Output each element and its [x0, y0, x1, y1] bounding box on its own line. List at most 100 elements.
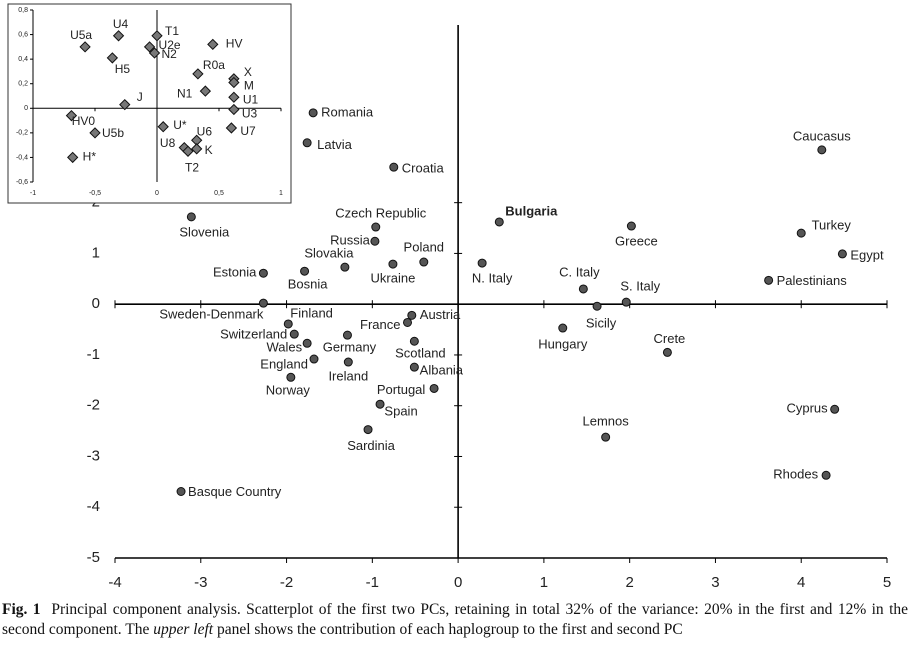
chart: -4-3-2-1012345-5-4-3-2-1012RomaniaLatvia… — [7, 3, 891, 591]
point — [363, 425, 373, 435]
inset-y-tick-label: 0,6 — [18, 31, 28, 38]
x-tick-label: -4 — [108, 574, 121, 591]
x-tick-label: -3 — [194, 574, 207, 591]
inset-point-label: U5a — [70, 28, 92, 42]
point-label: Albania — [420, 363, 464, 378]
point-label: Russia — [330, 233, 371, 248]
inset-point — [143, 41, 156, 53]
inset-point-label: K — [205, 143, 213, 157]
point-label: Ireland — [328, 368, 368, 383]
point-label: S. Italy — [620, 279, 660, 294]
inset-point-label: H5 — [115, 62, 131, 76]
x-tick-label: 4 — [797, 574, 805, 591]
point — [302, 138, 312, 148]
point — [764, 275, 774, 285]
point — [302, 338, 312, 348]
inset-point-label: X — [244, 65, 252, 79]
point-label: France — [360, 317, 400, 332]
inset-point-label: H* — [83, 150, 97, 164]
inset-point-label: U5b — [102, 126, 124, 140]
inset-point — [192, 68, 204, 80]
point — [340, 262, 350, 272]
inset-frame — [7, 3, 292, 204]
point — [662, 347, 672, 357]
inset-point-label: R0a — [203, 58, 225, 72]
y-tick-label: -2 — [87, 397, 100, 414]
inset-y-tick-label: -0,6 — [16, 179, 28, 186]
inset-point-label: M — [244, 79, 254, 93]
inset-point — [89, 127, 101, 139]
inset-point — [112, 30, 125, 42]
y-tick-label: 1 — [92, 244, 100, 261]
inset-point — [225, 122, 238, 134]
caption-label: Fig. 1 — [2, 601, 41, 618]
point-label: Sicily — [586, 316, 617, 331]
point-label: Lemnos — [583, 414, 630, 429]
point — [375, 399, 385, 409]
inset-point-label: U4 — [113, 17, 129, 31]
point-label: Bosnia — [288, 277, 329, 292]
point-label: Sardinia — [347, 438, 395, 453]
point-label: Estonia — [213, 265, 257, 280]
inset-x-tick-label: 0 — [155, 190, 159, 197]
inset-y-tick-label: -0,4 — [16, 154, 28, 161]
point — [837, 249, 847, 259]
point-label: Poland — [404, 239, 444, 254]
point-label: C. Italy — [559, 264, 600, 279]
inset-point — [228, 91, 240, 103]
inset-point — [79, 41, 91, 53]
point-label: England — [260, 356, 308, 371]
point — [477, 258, 487, 268]
x-tick-label: 5 — [883, 574, 891, 591]
inset-point-label: T2 — [185, 160, 199, 174]
inset-y-tick-label: 0,2 — [18, 81, 28, 88]
y-tick-label: -4 — [87, 498, 100, 515]
y-tick-label: -5 — [87, 549, 100, 566]
caption-emphasis: upper left — [153, 621, 214, 638]
point-label: Norway — [266, 383, 311, 398]
inset-y-tick-label: 0,8 — [18, 7, 28, 14]
inset-x-tick-label: -0,5 — [89, 190, 101, 197]
point-label: Greece — [615, 233, 658, 248]
point-label: Croatia — [402, 161, 445, 176]
inset-point-label: U2e — [159, 38, 181, 52]
inset-y-tick-label: 0,4 — [18, 56, 28, 63]
point-label: Finland — [290, 305, 333, 320]
inset-point — [65, 110, 78, 122]
point-label: Basque Country — [188, 484, 282, 499]
point — [621, 297, 631, 307]
point — [403, 317, 413, 327]
point-label: Switzerland — [220, 327, 287, 342]
inset-point-label: U* — [173, 118, 187, 132]
point — [796, 228, 806, 238]
x-tick-label: 3 — [711, 574, 719, 591]
point — [578, 284, 588, 294]
point — [389, 162, 399, 172]
caption: Fig. 1 Principal component analysis. Sca… — [2, 600, 908, 640]
caption-text: Principal component analysis. Scatterplo… — [2, 601, 909, 638]
inset-point — [191, 134, 203, 146]
point-label: Portugal — [377, 382, 426, 397]
inset-point — [191, 143, 203, 155]
inset-point-label: U8 — [160, 136, 176, 150]
point-label: Austria — [420, 307, 461, 322]
point — [342, 330, 352, 340]
point — [821, 470, 831, 480]
point — [286, 372, 296, 382]
point-label: Scotland — [395, 346, 446, 361]
point — [371, 222, 381, 232]
inset-point — [207, 38, 219, 51]
point-label: Bulgaria — [505, 203, 558, 218]
x-tick-label: 1 — [540, 574, 548, 591]
point — [289, 329, 299, 339]
point-label: Ukraine — [371, 271, 416, 286]
point — [409, 362, 419, 372]
inset-x-tick-label: 1 — [279, 190, 283, 197]
point — [409, 336, 419, 346]
y-tick-label: -3 — [87, 447, 100, 464]
x-tick-label: -1 — [366, 574, 379, 591]
x-tick-label: -2 — [280, 574, 293, 591]
inset-y-tick-label: 0 — [24, 105, 28, 112]
point — [388, 259, 398, 269]
point-label: Latvia — [317, 137, 352, 152]
